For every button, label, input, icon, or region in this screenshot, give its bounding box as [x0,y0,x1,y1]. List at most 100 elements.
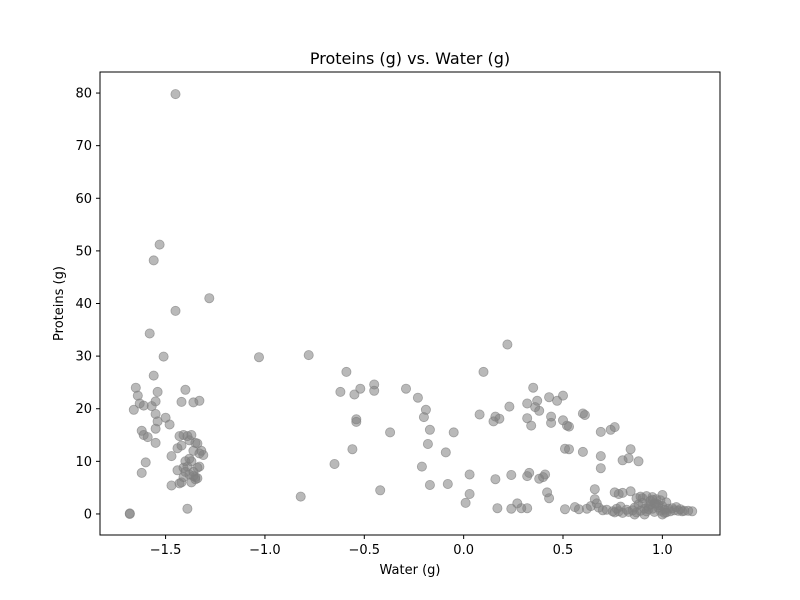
y-tick-label: 50 [75,244,92,259]
x-axis-ticks: −1.5 −1.0 −0.5 0.0 0.5 1.0 [150,535,673,558]
data-point [182,503,193,514]
data-point [176,396,187,407]
data-point [617,487,628,498]
data-point [585,501,596,512]
data-point [504,401,515,412]
data-point [625,444,636,455]
data-point [186,456,197,467]
y-tick-label: 10 [75,455,92,470]
data-point [170,89,181,100]
data-point [577,446,588,457]
data-point [595,451,606,462]
data-point [595,426,606,437]
data-point [136,467,147,478]
x-tick-label: 1.0 [652,543,673,558]
y-tick-label: 70 [75,139,92,154]
data-point [534,405,545,416]
data-point [144,328,155,339]
data-point [524,467,535,478]
data-point [492,503,503,514]
data-point [579,409,590,420]
data-point [532,395,543,406]
x-tick-label: 0.0 [453,543,474,558]
data-point [589,484,600,495]
data-point [194,461,205,472]
data-point [150,437,161,448]
data-point [528,382,539,393]
data-point [375,485,386,496]
data-point [295,491,306,502]
data-point [573,504,584,515]
data-point [422,438,433,449]
data-point [448,427,459,438]
data-point [385,427,396,438]
data-point [633,456,644,467]
data-point [188,397,199,408]
data-point [629,509,640,520]
data-point [188,471,199,482]
data-point [490,474,501,485]
data-point [494,413,505,424]
data-point [341,366,352,377]
data-point [351,416,362,427]
data-point [174,478,185,489]
x-tick-label: −1.5 [150,543,182,558]
data-point [424,424,435,435]
data-point [204,293,215,304]
data-point [558,390,569,401]
data-point [150,423,161,434]
y-axis-label: Proteins (g) [52,266,67,341]
data-point [166,451,177,462]
data-point [522,503,533,514]
data-point [647,494,658,505]
data-point [178,462,189,473]
data-point [180,384,191,395]
data-point [347,444,358,455]
data-point [253,352,264,363]
data-point [420,404,431,415]
data-point [623,453,634,464]
data-point [400,383,411,394]
data-point [412,392,423,403]
y-tick-label: 40 [75,297,92,312]
data-point [526,420,537,431]
y-tick-label: 30 [75,350,92,365]
data-point [142,432,153,443]
data-point [146,401,157,412]
data-point [148,370,159,381]
data-point [464,469,475,480]
data-point [170,305,181,316]
data-point [303,350,314,361]
data-point [148,255,159,266]
data-point [540,469,551,480]
data-point [154,239,165,250]
x-tick-label: 0.5 [553,543,574,558]
y-tick-label: 60 [75,192,92,207]
data-point [544,493,555,504]
data-point [329,458,340,469]
y-tick-label: 20 [75,402,92,417]
y-tick-label: 0 [84,507,92,522]
data-point [124,508,135,519]
chart-title: Proteins (g) vs. Water (g) [310,49,510,68]
data-point [460,497,471,508]
data-point [349,389,360,400]
data-point [424,479,435,490]
data-point [564,444,575,455]
data-point [687,506,698,517]
x-tick-label: −0.5 [349,543,381,558]
data-point [609,422,620,433]
y-axis-ticks: 0 10 20 30 40 50 60 70 80 [75,87,100,522]
data-point [607,506,618,517]
data-point [355,383,366,394]
data-point [625,486,636,497]
data-point [502,339,513,350]
data-point [440,447,451,458]
data-point [176,440,187,451]
data-point [152,386,163,397]
data-point [335,386,346,397]
data-point [416,461,427,472]
x-tick-label: −1.0 [249,543,281,558]
data-point [369,385,380,396]
